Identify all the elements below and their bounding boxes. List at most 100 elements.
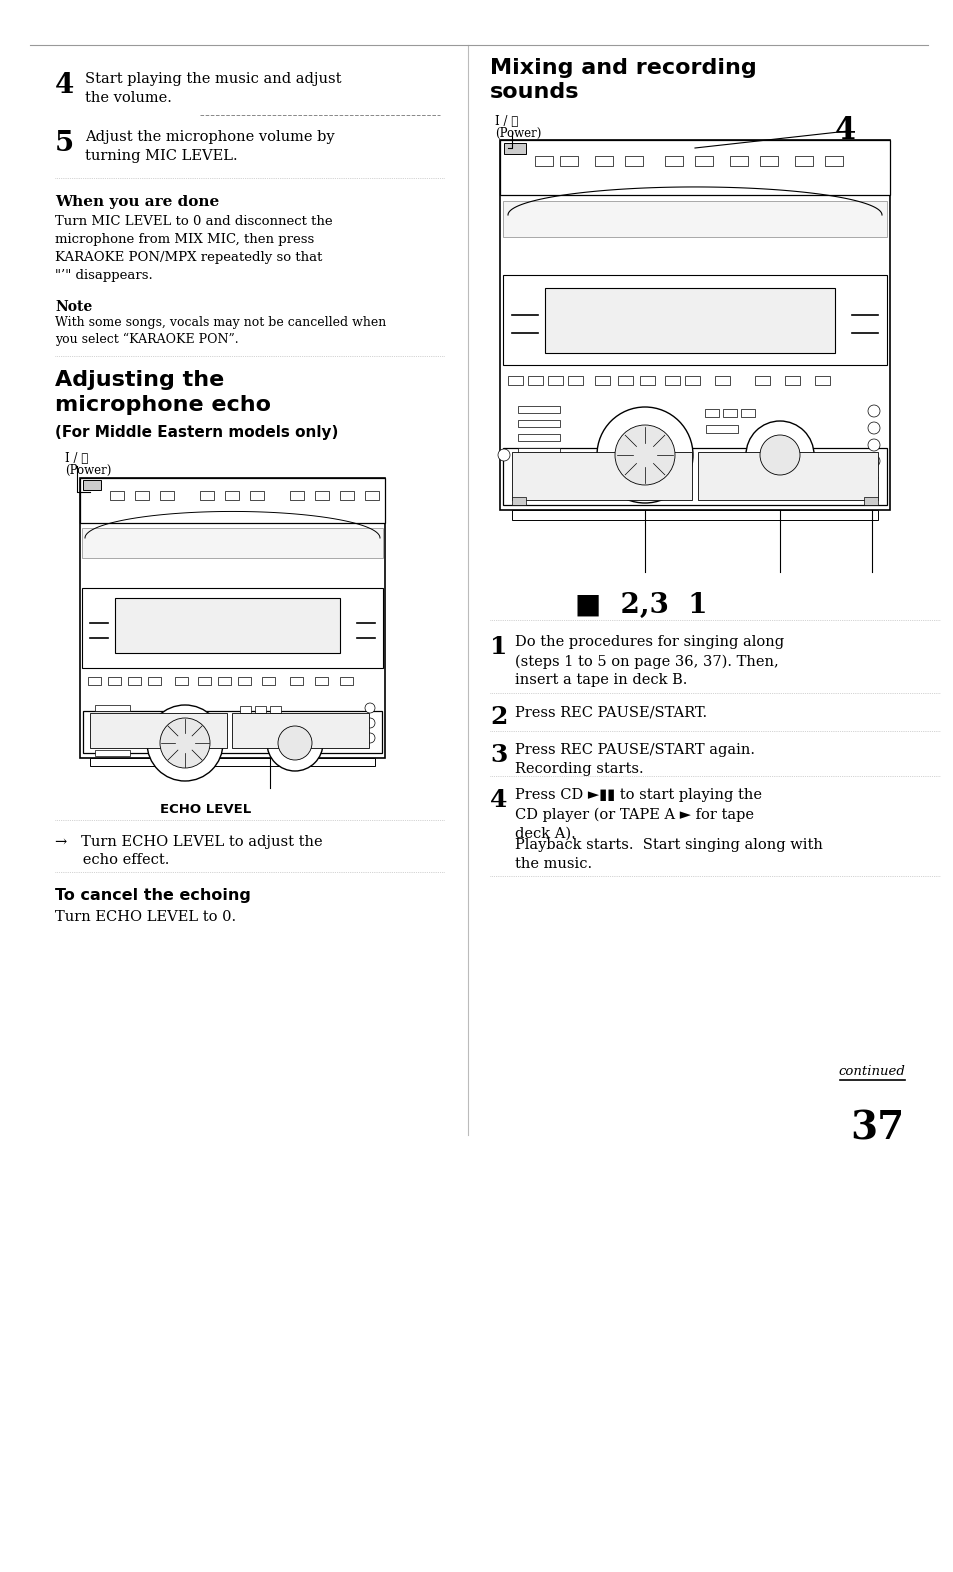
Text: Press REC PAUSE/START.: Press REC PAUSE/START. xyxy=(515,704,706,718)
Text: Note: Note xyxy=(55,300,92,314)
Text: (Power): (Power) xyxy=(495,127,540,140)
Text: 5: 5 xyxy=(55,130,74,157)
Bar xyxy=(502,275,886,365)
Circle shape xyxy=(867,454,879,467)
Bar xyxy=(160,490,173,500)
Bar xyxy=(110,490,124,500)
Bar xyxy=(242,722,267,728)
Bar xyxy=(517,434,559,442)
Bar xyxy=(512,453,691,500)
Text: Start playing the music and adjust
the volume.: Start playing the music and adjust the v… xyxy=(85,72,341,105)
Text: To cancel the echoing: To cancel the echoing xyxy=(55,888,251,902)
Bar xyxy=(595,156,613,167)
Text: Mixing and recording: Mixing and recording xyxy=(490,58,756,79)
Bar xyxy=(664,376,679,385)
Bar xyxy=(714,376,729,385)
Bar xyxy=(740,409,754,417)
Text: Adjusting the: Adjusting the xyxy=(55,369,224,390)
Text: (For Middle Eastern models only): (For Middle Eastern models only) xyxy=(55,424,338,440)
Bar xyxy=(290,490,304,500)
Text: microphone echo: microphone echo xyxy=(55,395,271,415)
Bar xyxy=(225,490,239,500)
Bar xyxy=(794,156,812,167)
Bar xyxy=(784,376,800,385)
Text: 3: 3 xyxy=(490,744,507,767)
Bar xyxy=(290,678,303,685)
Circle shape xyxy=(160,718,210,769)
Bar xyxy=(95,750,130,756)
Bar xyxy=(824,156,842,167)
Bar xyxy=(664,156,682,167)
Bar xyxy=(135,490,149,500)
Bar xyxy=(365,490,378,500)
Bar xyxy=(535,156,553,167)
Bar xyxy=(262,678,274,685)
Text: 4: 4 xyxy=(490,788,507,813)
Bar xyxy=(499,140,889,195)
Text: ■  2,3  1: ■ 2,3 1 xyxy=(575,593,707,619)
Bar xyxy=(174,678,188,685)
Bar xyxy=(339,490,354,500)
Bar xyxy=(83,479,101,490)
Circle shape xyxy=(869,475,877,483)
Bar xyxy=(722,409,737,417)
Bar xyxy=(502,448,886,505)
Text: 37: 37 xyxy=(850,1110,904,1148)
Circle shape xyxy=(497,450,510,461)
Circle shape xyxy=(147,704,223,781)
Bar xyxy=(760,156,778,167)
Text: sounds: sounds xyxy=(490,82,578,102)
Bar xyxy=(567,376,582,385)
Bar xyxy=(517,448,559,454)
Text: continued: continued xyxy=(838,1064,904,1078)
Bar xyxy=(507,376,522,385)
Bar xyxy=(754,376,769,385)
Bar xyxy=(618,376,633,385)
Text: 2: 2 xyxy=(490,704,507,729)
Circle shape xyxy=(277,726,312,759)
Bar xyxy=(88,678,101,685)
Circle shape xyxy=(867,421,879,434)
Text: →   Turn ECHO LEVEL to adjust the: → Turn ECHO LEVEL to adjust the xyxy=(55,835,322,849)
Bar xyxy=(232,714,369,748)
Bar xyxy=(83,711,381,753)
Circle shape xyxy=(365,703,375,714)
Bar xyxy=(82,588,382,668)
Bar xyxy=(108,678,121,685)
Bar xyxy=(314,490,329,500)
Bar xyxy=(198,678,211,685)
Bar xyxy=(499,140,889,509)
Circle shape xyxy=(745,421,813,489)
Bar xyxy=(527,376,542,385)
Bar xyxy=(237,678,251,685)
Bar xyxy=(729,156,747,167)
Text: When you are done: When you are done xyxy=(55,195,219,209)
Bar xyxy=(314,678,328,685)
Bar xyxy=(559,156,578,167)
Bar xyxy=(624,156,642,167)
Text: ECHO LEVEL: ECHO LEVEL xyxy=(160,803,251,816)
Text: Playback starts.  Start singing along with
the music.: Playback starts. Start singing along wit… xyxy=(515,838,822,871)
Text: 1: 1 xyxy=(490,635,507,659)
Bar xyxy=(95,704,130,711)
Bar xyxy=(270,706,281,714)
Text: (Power): (Power) xyxy=(65,464,112,476)
Bar xyxy=(863,497,877,505)
Bar xyxy=(639,376,655,385)
Bar xyxy=(95,720,130,726)
Text: I / ⏻: I / ⏻ xyxy=(495,115,517,127)
Text: echo effect.: echo effect. xyxy=(55,854,170,868)
Text: I / ⏻: I / ⏻ xyxy=(65,453,89,465)
Bar xyxy=(90,714,227,748)
Circle shape xyxy=(615,424,675,486)
Bar xyxy=(90,758,375,766)
Bar xyxy=(704,409,719,417)
Text: 4: 4 xyxy=(55,72,74,99)
Text: Press CD ►▮▮ to start playing the
CD player (or TAPE A ► for tape
deck A).: Press CD ►▮▮ to start playing the CD pla… xyxy=(515,788,761,841)
Bar xyxy=(705,424,738,432)
Text: Turn ECHO LEVEL to 0.: Turn ECHO LEVEL to 0. xyxy=(55,910,236,924)
Bar xyxy=(240,706,251,714)
Bar xyxy=(814,376,829,385)
Bar xyxy=(200,490,213,500)
Bar xyxy=(698,453,877,500)
